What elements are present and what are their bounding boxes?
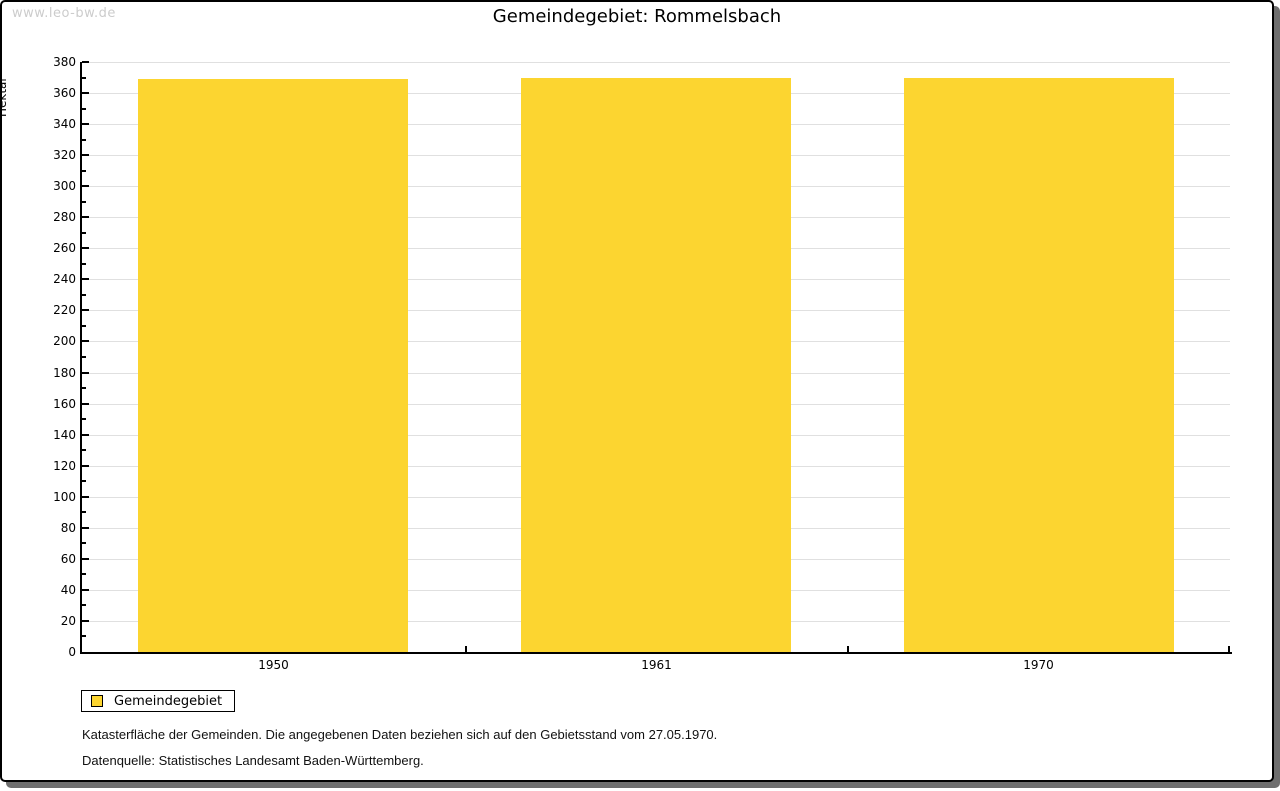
y-tick-label: 40	[60, 582, 76, 597]
y-major-tick	[82, 619, 89, 622]
x-category-label: 1950	[258, 658, 289, 672]
y-minor-tick	[82, 293, 86, 296]
y-minor-tick	[82, 635, 86, 638]
y-major-tick	[82, 557, 89, 560]
y-minor-tick	[82, 262, 86, 265]
y-major-tick	[82, 185, 89, 188]
bar-1970	[904, 78, 1174, 652]
y-minor-tick	[82, 511, 86, 514]
y-tick-label: 260	[53, 241, 76, 256]
y-minor-tick	[82, 200, 86, 203]
footnote-description: Katasterfläche der Gemeinden. Die angege…	[82, 727, 718, 742]
y-tick-label: 280	[53, 210, 76, 225]
y-minor-tick	[82, 169, 86, 172]
y-major-tick	[82, 247, 89, 250]
y-tick-label: 100	[53, 489, 76, 504]
y-major-tick	[82, 340, 89, 343]
y-tick-label: 300	[53, 179, 76, 194]
x-boundary-tick	[465, 646, 467, 652]
y-major-tick	[82, 588, 89, 591]
y-tick-label: 220	[53, 303, 76, 318]
y-major-tick	[82, 526, 89, 529]
x-axis-end-tick	[1228, 646, 1230, 652]
y-tick-label: 80	[60, 520, 76, 535]
bar-1961	[521, 78, 791, 652]
y-minor-tick	[82, 107, 86, 110]
x-boundary-tick	[847, 646, 849, 652]
y-major-tick	[82, 278, 89, 281]
y-major-tick	[82, 154, 89, 157]
y-axis-title: Hektar	[0, 76, 9, 117]
y-major-tick	[82, 216, 89, 219]
y-minor-tick	[82, 418, 86, 421]
y-minor-tick	[82, 573, 86, 576]
y-minor-tick	[82, 387, 86, 390]
y-tick-label: 120	[53, 458, 76, 473]
y-tick-label: 200	[53, 334, 76, 349]
y-tick-label: 20	[60, 613, 76, 628]
y-major-tick	[82, 433, 89, 436]
y-minor-tick	[82, 76, 86, 79]
y-tick-label: 140	[53, 427, 76, 442]
y-major-tick	[82, 92, 89, 95]
y-tick-label: 60	[60, 551, 76, 566]
y-minor-tick	[82, 604, 86, 607]
y-major-tick	[82, 495, 89, 498]
chart-title: Gemeindegebiet: Rommelsbach	[492, 6, 782, 27]
y-tick-label: 320	[53, 148, 76, 163]
watermark: www.leo-bw.de	[12, 6, 116, 21]
y-tick-label: 340	[53, 117, 76, 132]
y-minor-tick	[82, 356, 86, 358]
y-minor-tick	[82, 138, 86, 141]
y-axis-line	[80, 62, 82, 654]
y-tick-label: 360	[53, 86, 76, 101]
bar-1950	[138, 79, 408, 652]
y-minor-tick	[82, 231, 86, 234]
x-axis-line	[80, 652, 1232, 654]
y-major-tick	[82, 309, 89, 312]
y-major-tick	[82, 123, 89, 126]
legend-label: Gemeindegebiet	[114, 693, 223, 709]
y-major-tick	[82, 464, 89, 467]
y-major-tick	[82, 61, 89, 63]
plot-area: 0 20 40 60 80 100 120 140 160 180 200 220 240 260 280 3…	[53, 55, 1232, 672]
y-minor-tick	[82, 480, 86, 483]
y-gridline	[82, 62, 1230, 63]
y-major-tick	[82, 371, 89, 374]
y-tick-label: 180	[53, 365, 76, 380]
y-tick-label: 160	[53, 396, 76, 411]
y-tick-label: 380	[53, 55, 76, 69]
y-minor-tick	[82, 542, 86, 545]
legend: Gemeindegebiet	[81, 690, 236, 712]
x-category-label: 1961	[641, 658, 672, 672]
y-major-tick	[82, 402, 89, 405]
x-category-label: 1970	[1023, 658, 1054, 672]
y-minor-tick	[82, 449, 86, 452]
y-minor-tick	[82, 324, 86, 327]
y-tick-label: 240	[53, 272, 76, 287]
footnote-source: Datenquelle: Statistisches Landesamt Bad…	[82, 753, 424, 768]
legend-swatch-icon	[91, 695, 103, 707]
y-tick-label: 0	[68, 645, 76, 659]
